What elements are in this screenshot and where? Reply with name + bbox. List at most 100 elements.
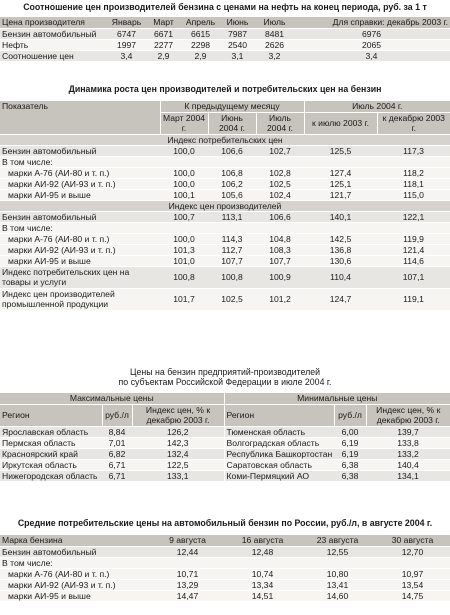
table-row: Ярославская область 8,84 126,2 Тюменская о… bbox=[0, 426, 450, 438]
cell: 3,2 bbox=[256, 50, 293, 62]
cell: 102,7 bbox=[256, 145, 305, 157]
table-title: Средние потребительские цены на автомоби… bbox=[17, 518, 433, 528]
cell: 7987 bbox=[219, 28, 256, 40]
cell: 106,6 bbox=[256, 211, 305, 223]
cell: Коми-Пермяцкий АО bbox=[223, 470, 335, 482]
cell: 130,6 bbox=[304, 255, 378, 267]
cell: 142,5 bbox=[304, 233, 378, 245]
table-row: марки АИ-95 и выше 101,0 107,7 107,7 130… bbox=[0, 255, 450, 267]
cell: 6615 bbox=[182, 28, 219, 40]
cell: 134,1 bbox=[366, 470, 450, 482]
table-row: Бензин автомобильный 6747 6671 6615 7987… bbox=[0, 28, 450, 40]
cell: 108,3 bbox=[256, 244, 305, 256]
table-row: Индекс цен производителей промышленной п… bbox=[0, 288, 450, 311]
cell: 6,19 bbox=[334, 437, 367, 449]
cell: 100,0 bbox=[160, 145, 208, 157]
col-group-header: Максимальные цены bbox=[0, 393, 225, 405]
cell: 132,4 bbox=[132, 448, 225, 460]
col-header: Регион bbox=[223, 404, 335, 427]
table-title: Цены на бензин предприятий-производителе… bbox=[129, 367, 321, 377]
cell: 14,75 bbox=[375, 590, 450, 602]
table-row: марки АИ-92 (АИ-93 и т. п.) 101,3 112,7 … bbox=[0, 244, 450, 256]
cell: Пермская область bbox=[0, 437, 102, 449]
cell: 119,1 bbox=[377, 288, 450, 311]
cell: марки АИ-95 и выше bbox=[0, 255, 160, 267]
cell: 2065 bbox=[293, 39, 450, 51]
col-header: Июнь bbox=[219, 17, 256, 29]
cell: 117,3 bbox=[377, 145, 450, 157]
cell: Нижегородская область bbox=[0, 470, 102, 482]
cell: 121,7 bbox=[304, 189, 378, 201]
col-group-header: К предыдущему месяцу bbox=[159, 101, 305, 113]
col-header: Июнь 2004 г. bbox=[207, 112, 256, 135]
cell: 3,4 bbox=[293, 50, 450, 62]
table-row: марки АИ-92 (АИ-93 и т. п.) 100,0 106,2 … bbox=[0, 178, 450, 190]
col-header: 16 августа bbox=[225, 535, 300, 547]
section-label: Индекс потребительских цен bbox=[0, 134, 450, 146]
table-price-ratio: Соотношение цен производителей бензина с… bbox=[0, 2, 450, 62]
cell: 107,7 bbox=[208, 255, 256, 267]
table-row: Бензин автомобильный 100,0 106,6 102,7 1… bbox=[0, 145, 450, 157]
col-header: руб./л bbox=[333, 404, 367, 427]
table-row: марки А-76 (АИ-80 и т. п.) 100,0 114,3 1… bbox=[0, 233, 450, 245]
cell: 101,0 bbox=[160, 255, 208, 267]
table-title: Динамика роста цен производителей и потр… bbox=[68, 84, 382, 94]
col-header: к декабрю 2003 г. bbox=[376, 112, 450, 135]
cell: Бензин автомобильный bbox=[0, 145, 160, 157]
cell: 12,48 bbox=[225, 546, 300, 558]
col-header: Индекс цен, % к декабрю 2003 г. bbox=[131, 404, 225, 427]
cell: 2298 bbox=[182, 39, 219, 51]
cell: 119,9 bbox=[377, 233, 450, 245]
table-header: Показатель К предыдущему месяцу Июль 200… bbox=[0, 101, 450, 135]
cell: 133,2 bbox=[366, 448, 450, 460]
cell: Иркутская область bbox=[0, 459, 102, 471]
cell: 101,2 bbox=[256, 288, 305, 311]
table-row: Соотношение цен 3,4 2,9 2,9 3,1 3,2 3,4 bbox=[0, 50, 450, 62]
col-header: Январь bbox=[108, 17, 145, 29]
cell: 126,2 bbox=[132, 426, 225, 438]
cell: 125,1 bbox=[304, 178, 378, 190]
cell: 139,7 bbox=[366, 426, 450, 438]
cell: 140,4 bbox=[366, 459, 450, 471]
cell: марки АИ-92 (АИ-93 и т. п.) bbox=[0, 244, 160, 256]
col-header: к июлю 2003 г. bbox=[303, 112, 378, 135]
table-row: Нефть 1997 2277 2298 2540 2626 2065 bbox=[0, 39, 450, 51]
cell: 104,8 bbox=[256, 233, 305, 245]
cell: марки А-76 (АИ-80 и т. п.) bbox=[0, 167, 160, 179]
cell: 3,1 bbox=[219, 50, 256, 62]
cell: 125,5 bbox=[304, 145, 378, 157]
cell: 12,44 bbox=[150, 546, 225, 558]
cell: 100,0 bbox=[160, 233, 208, 245]
table-row: марки АИ-95 и выше 14,47 14,51 14,60 14,… bbox=[0, 590, 450, 602]
cell: 10,74 bbox=[225, 568, 300, 580]
table-row: В том числе: bbox=[0, 222, 450, 234]
cell: 14,47 bbox=[150, 590, 225, 602]
cell: 13,41 bbox=[300, 579, 375, 591]
cell: Индекс потребительских цен на товары и у… bbox=[0, 266, 160, 289]
cell: 10,80 bbox=[300, 568, 375, 580]
cell: Республика Башкортостан bbox=[223, 448, 335, 460]
table-header: Цена производителя Январь Март Апрель Ию… bbox=[0, 17, 450, 29]
cell: 127,4 bbox=[304, 167, 378, 179]
table-row: Пермская область 7,01 142,3 Волгоградская … bbox=[0, 437, 450, 449]
cell: 124,7 bbox=[304, 288, 378, 311]
cell: 13,34 bbox=[225, 579, 300, 591]
cell: 14,60 bbox=[300, 590, 375, 602]
table-row: Красноярский край 6,82 132,4 Республика Ба… bbox=[0, 448, 450, 460]
cell: 102,5 bbox=[208, 288, 256, 311]
col-group-header: Июль 2004 г. bbox=[303, 101, 450, 113]
col-header: 23 августа bbox=[300, 535, 375, 547]
cell: 100,0 bbox=[160, 178, 208, 190]
col-header: Март bbox=[145, 17, 182, 29]
cell: 2,9 bbox=[145, 50, 182, 62]
cell: 114,6 bbox=[377, 255, 450, 267]
cell: 6,71 bbox=[102, 459, 132, 471]
cell: 112,7 bbox=[208, 244, 256, 256]
cell: Ярославская область bbox=[0, 426, 102, 438]
section-header: Индекс цен производителей bbox=[0, 200, 450, 212]
cell: 6976 bbox=[293, 28, 450, 40]
col-header: Регион bbox=[0, 404, 102, 427]
cell: 106,8 bbox=[208, 167, 256, 179]
table-row: В том числе: bbox=[0, 557, 450, 569]
table-header: Март 2004 г. Июнь 2004 г. Июль 2004 г. к… bbox=[0, 112, 450, 135]
